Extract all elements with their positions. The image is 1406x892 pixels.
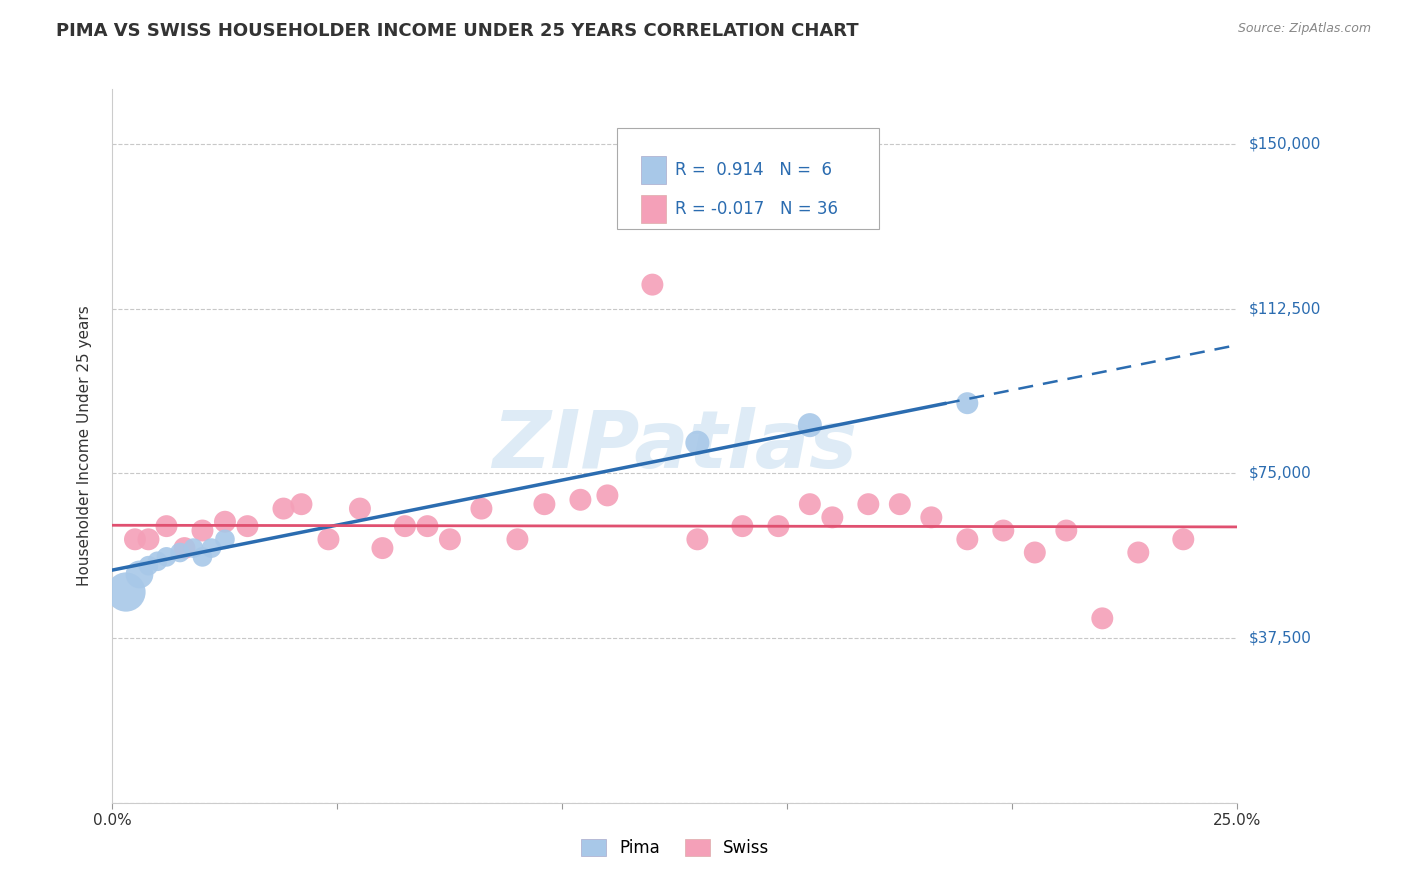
- Point: [124, 533, 146, 547]
- Point: [371, 541, 394, 555]
- Point: [1024, 545, 1046, 559]
- Text: Source: ZipAtlas.com: Source: ZipAtlas.com: [1237, 22, 1371, 36]
- Text: R =  0.914   N =  6: R = 0.914 N = 6: [675, 161, 832, 178]
- Point: [731, 519, 754, 533]
- Text: $37,500: $37,500: [1249, 631, 1312, 646]
- Point: [768, 519, 790, 533]
- Point: [155, 549, 177, 564]
- Point: [128, 567, 150, 582]
- Point: [506, 533, 529, 547]
- Y-axis label: Householder Income Under 25 years: Householder Income Under 25 years: [77, 306, 91, 586]
- Text: PIMA VS SWISS HOUSEHOLDER INCOME UNDER 25 YEARS CORRELATION CHART: PIMA VS SWISS HOUSEHOLDER INCOME UNDER 2…: [56, 22, 859, 40]
- Point: [596, 488, 619, 502]
- Point: [169, 545, 191, 559]
- Point: [799, 497, 821, 511]
- Text: ZIPatlas: ZIPatlas: [492, 407, 858, 485]
- Text: $75,000: $75,000: [1249, 466, 1312, 481]
- Point: [1054, 524, 1077, 538]
- Point: [138, 533, 160, 547]
- Point: [821, 510, 844, 524]
- Point: [191, 524, 214, 538]
- Legend: Pima, Swiss: Pima, Swiss: [572, 831, 778, 866]
- Point: [641, 277, 664, 292]
- Point: [214, 515, 236, 529]
- Point: [138, 558, 160, 573]
- Point: [290, 497, 312, 511]
- Point: [115, 585, 138, 599]
- Point: [569, 492, 592, 507]
- Point: [318, 533, 340, 547]
- Point: [146, 554, 169, 568]
- Point: [394, 519, 416, 533]
- Text: $150,000: $150,000: [1249, 136, 1320, 152]
- Point: [183, 541, 205, 555]
- Point: [956, 533, 979, 547]
- Point: [858, 497, 880, 511]
- Point: [686, 435, 709, 450]
- Point: [1173, 533, 1195, 547]
- Point: [191, 549, 214, 564]
- Point: [686, 533, 709, 547]
- Point: [416, 519, 439, 533]
- Point: [173, 541, 195, 555]
- Point: [155, 519, 177, 533]
- Point: [470, 501, 492, 516]
- Point: [200, 541, 222, 555]
- Text: $112,500: $112,500: [1249, 301, 1320, 317]
- Point: [956, 396, 979, 410]
- Point: [993, 524, 1015, 538]
- Point: [889, 497, 911, 511]
- Point: [1091, 611, 1114, 625]
- Point: [349, 501, 371, 516]
- Text: R = -0.017   N = 36: R = -0.017 N = 36: [675, 200, 838, 218]
- Point: [273, 501, 295, 516]
- Point: [214, 533, 236, 547]
- Point: [439, 533, 461, 547]
- Point: [533, 497, 555, 511]
- Point: [1128, 545, 1150, 559]
- Point: [236, 519, 259, 533]
- Point: [920, 510, 942, 524]
- Point: [799, 418, 821, 433]
